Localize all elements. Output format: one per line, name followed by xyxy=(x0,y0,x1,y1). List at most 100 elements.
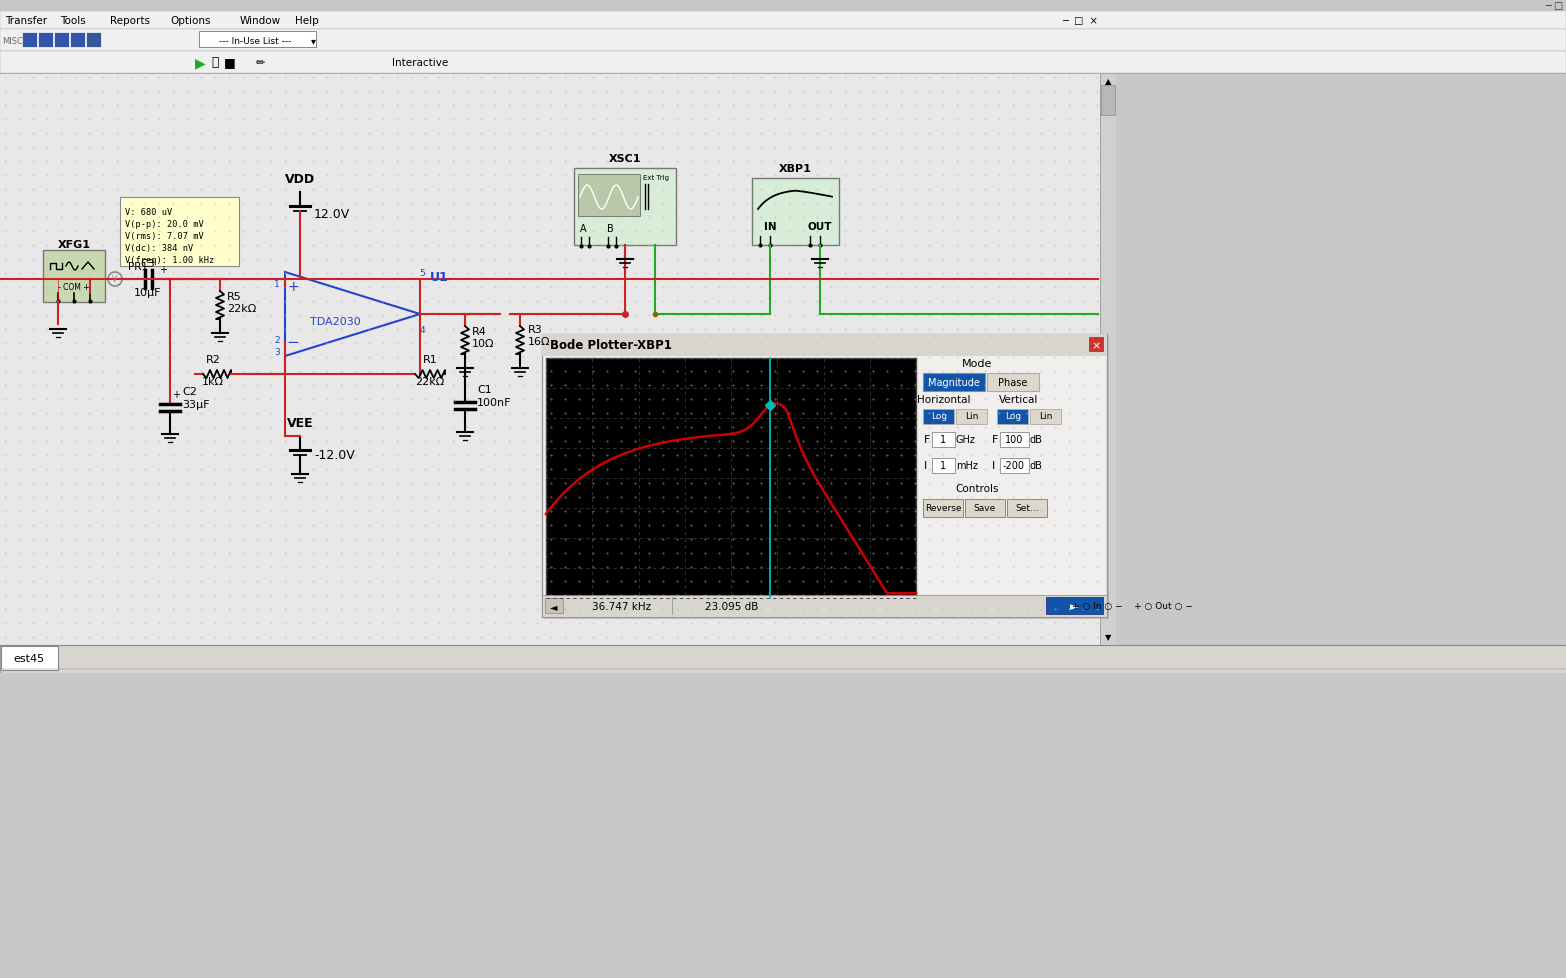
FancyBboxPatch shape xyxy=(932,432,955,447)
Text: R4: R4 xyxy=(471,327,487,336)
FancyBboxPatch shape xyxy=(1099,74,1117,645)
Text: I: I xyxy=(924,461,927,470)
Text: + ○ In ○ −    + ○ Out ○ −: + ○ In ○ − + ○ Out ○ − xyxy=(1071,601,1192,611)
FancyBboxPatch shape xyxy=(998,410,1027,424)
FancyBboxPatch shape xyxy=(2,646,58,670)
Text: V(dc): 384 nV: V(dc): 384 nV xyxy=(125,244,193,252)
Text: MISC: MISC xyxy=(2,36,23,45)
Text: +: + xyxy=(172,389,180,400)
Text: IN: IN xyxy=(764,222,777,232)
Text: ─  □  ×: ─ □ × xyxy=(1062,16,1098,26)
Text: Reverse: Reverse xyxy=(926,504,962,513)
Text: R5: R5 xyxy=(227,291,241,301)
FancyBboxPatch shape xyxy=(547,359,916,599)
FancyBboxPatch shape xyxy=(0,52,1566,74)
Text: 12.0V: 12.0V xyxy=(315,207,351,220)
FancyBboxPatch shape xyxy=(575,169,677,245)
Text: 10μF: 10μF xyxy=(135,288,161,297)
FancyBboxPatch shape xyxy=(542,334,1107,617)
Text: dB: dB xyxy=(1030,434,1043,445)
FancyBboxPatch shape xyxy=(1030,410,1062,424)
Text: ✏: ✏ xyxy=(255,58,265,67)
FancyBboxPatch shape xyxy=(922,374,985,391)
Text: 23.095 dB: 23.095 dB xyxy=(705,601,758,611)
Text: Horizontal: Horizontal xyxy=(918,394,971,405)
Text: V(p-p): 20.0 mV: V(p-p): 20.0 mV xyxy=(125,220,204,229)
Text: XFG1: XFG1 xyxy=(58,240,91,249)
Text: 1: 1 xyxy=(940,461,946,470)
Text: mHz: mHz xyxy=(955,461,977,470)
Text: −: − xyxy=(287,335,299,350)
Text: - COM +: - COM + xyxy=(58,284,89,292)
Text: Phase: Phase xyxy=(998,378,1027,387)
Text: 1kΩ: 1kΩ xyxy=(202,377,224,386)
Text: -12.0V: -12.0V xyxy=(315,449,355,462)
FancyBboxPatch shape xyxy=(542,596,1107,617)
Text: VDD: VDD xyxy=(285,173,315,186)
Text: Save: Save xyxy=(974,504,996,513)
FancyBboxPatch shape xyxy=(0,645,1566,673)
Text: ─: ─ xyxy=(1546,1,1550,11)
Text: 36.747 kHz: 36.747 kHz xyxy=(592,601,651,611)
Text: 22kΩ: 22kΩ xyxy=(227,304,257,314)
FancyBboxPatch shape xyxy=(932,458,955,473)
Text: -200: -200 xyxy=(1002,461,1026,470)
Text: dB: dB xyxy=(1030,461,1043,470)
Text: XBP1: XBP1 xyxy=(778,164,811,174)
Text: ▲: ▲ xyxy=(1104,77,1112,86)
Text: V: V xyxy=(113,275,117,285)
Text: ⏸: ⏸ xyxy=(211,57,219,69)
FancyBboxPatch shape xyxy=(965,500,1005,517)
Text: Help: Help xyxy=(294,16,319,26)
Text: 100: 100 xyxy=(1005,434,1023,445)
Text: Tools: Tools xyxy=(60,16,86,26)
FancyBboxPatch shape xyxy=(578,175,640,217)
FancyBboxPatch shape xyxy=(0,673,1566,978)
Text: 16Ω: 16Ω xyxy=(528,336,551,346)
FancyBboxPatch shape xyxy=(1046,598,1102,614)
Text: Magnitude: Magnitude xyxy=(929,378,980,387)
FancyBboxPatch shape xyxy=(922,500,963,517)
Text: C3: C3 xyxy=(141,259,155,269)
Text: I: I xyxy=(991,461,996,470)
Text: 10Ω: 10Ω xyxy=(471,338,495,348)
Text: 5: 5 xyxy=(420,269,424,278)
Text: ×: × xyxy=(1092,340,1101,351)
Text: □: □ xyxy=(1553,1,1563,11)
Text: --- In-Use List ---: --- In-Use List --- xyxy=(219,36,291,45)
Text: Window: Window xyxy=(240,16,282,26)
FancyBboxPatch shape xyxy=(38,32,53,48)
Text: Bode Plotter-XBP1: Bode Plotter-XBP1 xyxy=(550,339,672,352)
Text: Controls: Controls xyxy=(955,483,999,494)
FancyBboxPatch shape xyxy=(1101,86,1115,115)
FancyBboxPatch shape xyxy=(922,410,954,424)
Text: Lin: Lin xyxy=(1040,412,1052,422)
Text: Mode: Mode xyxy=(962,359,993,369)
FancyBboxPatch shape xyxy=(0,30,1566,52)
Text: OUT: OUT xyxy=(808,222,832,232)
Text: ◄: ◄ xyxy=(550,601,557,611)
Text: F: F xyxy=(924,434,930,445)
Text: Vertical: Vertical xyxy=(999,394,1038,405)
FancyBboxPatch shape xyxy=(545,599,564,613)
Text: 1: 1 xyxy=(274,280,280,289)
Text: C2: C2 xyxy=(182,386,197,397)
Text: ▾: ▾ xyxy=(310,36,315,46)
Text: ▼: ▼ xyxy=(1104,633,1112,642)
Text: +: + xyxy=(287,280,299,293)
FancyBboxPatch shape xyxy=(86,32,100,48)
Text: Set...: Set... xyxy=(1015,504,1038,513)
Text: R1: R1 xyxy=(423,355,437,365)
Text: Log: Log xyxy=(930,412,947,422)
Text: 2: 2 xyxy=(274,335,280,344)
Text: ■: ■ xyxy=(224,57,236,69)
FancyBboxPatch shape xyxy=(199,32,316,48)
FancyBboxPatch shape xyxy=(1007,500,1048,517)
FancyBboxPatch shape xyxy=(999,432,1029,447)
Text: TDA2030: TDA2030 xyxy=(310,317,360,327)
FancyBboxPatch shape xyxy=(42,250,105,302)
Text: Reports: Reports xyxy=(110,16,150,26)
Text: 4: 4 xyxy=(420,326,424,334)
Text: 1: 1 xyxy=(940,434,946,445)
FancyBboxPatch shape xyxy=(1088,337,1102,352)
